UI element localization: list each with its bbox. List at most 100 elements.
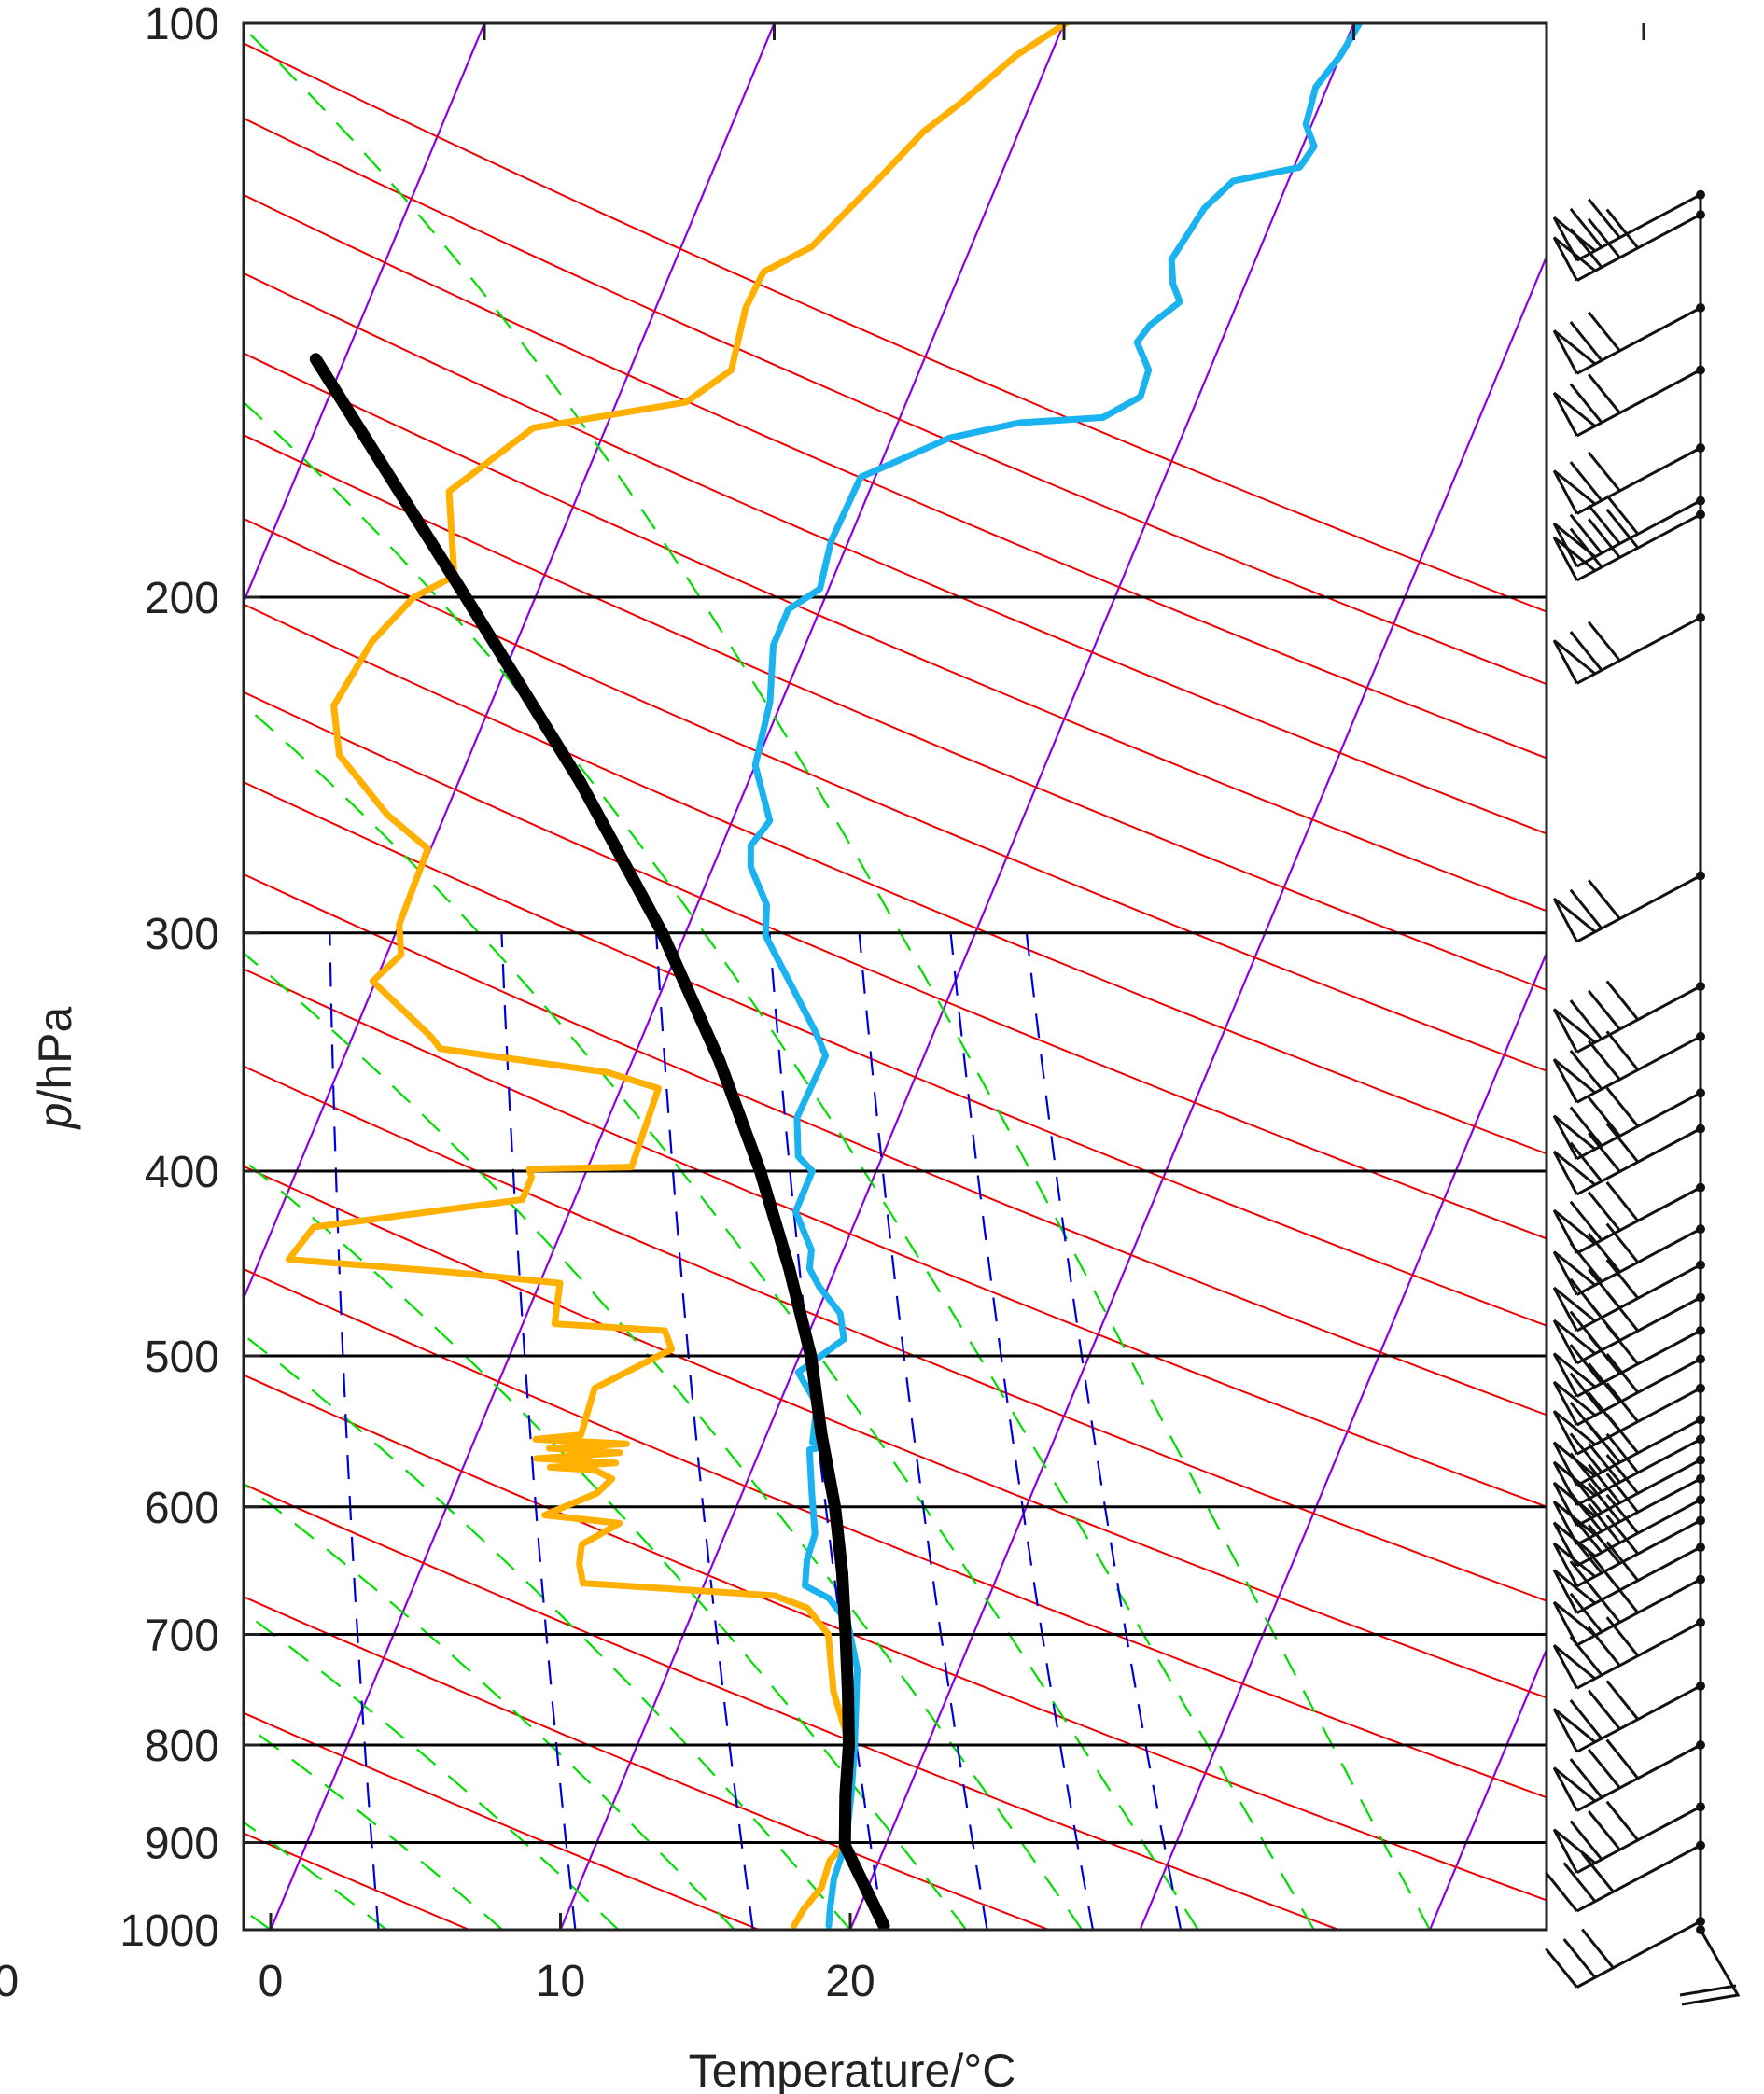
dry-adiabat-line xyxy=(244,1374,1547,1902)
wind-barb-feather xyxy=(1562,1862,1597,1903)
wind-barb-feather xyxy=(1569,1344,1603,1385)
x-tick-label: 10 xyxy=(536,1957,585,2006)
dry-adiabat-line xyxy=(244,1596,1052,1930)
wind-barb-feather xyxy=(1569,1592,1603,1633)
wind-barb-shaft xyxy=(1575,1227,1701,1296)
wind-barb-feather xyxy=(1588,1232,1621,1274)
wind-barb-feather xyxy=(1605,1514,1640,1556)
wind-barb-feather xyxy=(1569,631,1603,672)
wind-barb-feather xyxy=(1605,1123,1640,1164)
wind-barb-feather xyxy=(1588,1689,1621,1730)
wind-barb xyxy=(1552,1222,1705,1296)
wind-barb-shaft xyxy=(1575,1684,1701,1753)
wind-barb xyxy=(1552,1259,1705,1333)
y-tick-label: 100 xyxy=(145,0,219,49)
plot-frame xyxy=(242,21,1548,1932)
wind-barb-feather xyxy=(1605,1493,1640,1534)
wind-barb-shaft xyxy=(1575,213,1701,282)
wind-barb-feather xyxy=(1569,1310,1603,1351)
mixing-ratio-line xyxy=(949,932,1095,1930)
wind-barb-shaft xyxy=(1679,1929,1741,2006)
wind-barb-feather xyxy=(1569,1820,1603,1861)
wind-barb-feather xyxy=(1569,1432,1603,1473)
wind-barb-pennant xyxy=(1552,639,1596,685)
wind-barb-shaft xyxy=(1575,1417,1701,1487)
mixing-ratio-line xyxy=(500,932,577,1930)
moist-adiabat-line xyxy=(244,400,1315,1930)
wind-barb-pennant xyxy=(1552,1441,1596,1487)
wind-barb-feather xyxy=(1581,1852,1615,1893)
x-tick-label: −10 xyxy=(0,1957,19,2006)
wind-barb-pennant xyxy=(1552,1150,1596,1195)
dry-adiabat-line xyxy=(0,0,273,1970)
wind-barb-feather xyxy=(1562,1938,1597,1979)
mixing-ratio-line xyxy=(329,932,380,1930)
wind-barb-feather xyxy=(1588,1524,1621,1565)
parcel-path-line xyxy=(309,353,890,1930)
dry-adiabat-line xyxy=(244,691,1547,1240)
wind-barb-feather xyxy=(1569,207,1603,248)
dewpoint-profile xyxy=(747,23,1364,1930)
wind-barb xyxy=(1552,1382,1705,1456)
moist-adiabat-line xyxy=(244,1158,968,1930)
wind-barb-feather xyxy=(1588,373,1621,414)
wind-barb xyxy=(1552,365,1705,438)
wind-barb-pennant xyxy=(1552,1644,1596,1689)
dry-adiabat-line xyxy=(244,1065,1547,1602)
wind-barb xyxy=(1552,1738,1705,1812)
wind-barb-shaft xyxy=(1575,1329,1701,1398)
dry-adiabat-line xyxy=(244,193,1547,760)
wind-barb-feather xyxy=(1569,1698,1603,1740)
wind-barb-feather xyxy=(1588,217,1621,259)
wind-barb-profile xyxy=(1545,189,1741,2006)
wind-barb-feather xyxy=(1605,1432,1640,1474)
moist-adiabat-line xyxy=(0,23,39,1930)
wind-barb-shaft xyxy=(1575,1498,1701,1568)
wind-barb xyxy=(1552,1680,1705,1753)
wind-barb-feather xyxy=(1605,208,1640,249)
wind-barb xyxy=(1552,1353,1705,1427)
wind-barb-feather xyxy=(1588,504,1621,545)
dry-adiabat-line xyxy=(244,1832,472,1930)
wind-barb-feather xyxy=(1588,1443,1621,1484)
wind-barb-feather xyxy=(1569,1106,1603,1147)
wind-barb-pennant xyxy=(1552,329,1596,375)
wind-barb-feather xyxy=(1588,1463,1621,1504)
y-tick-label: 600 xyxy=(145,1484,219,1533)
wind-barb-feather xyxy=(1605,1086,1640,1127)
wind-barb-shaft xyxy=(1575,1477,1701,1546)
isotherm-line xyxy=(1703,0,1764,1970)
isotherm-line xyxy=(244,23,776,1302)
wind-barb-feather xyxy=(1569,461,1603,502)
wind-barb-shaft xyxy=(1575,1459,1701,1528)
wind-barb-shaft xyxy=(1575,1621,1701,1690)
wind-barb-feather xyxy=(1605,1800,1640,1841)
y-tick-label: 1000 xyxy=(119,1906,219,1956)
wind-barb-feather xyxy=(1605,508,1640,550)
wind-barb-pennant xyxy=(1552,1569,1596,1614)
wind-barb-shaft xyxy=(1575,1296,1701,1365)
wind-barb-feather xyxy=(1588,1191,1621,1232)
y-tick-label: 300 xyxy=(145,910,219,959)
wind-barb-shaft xyxy=(1575,1438,1701,1507)
wind-barb-shaft xyxy=(1575,1519,1701,1588)
wind-barb-shaft xyxy=(1575,1035,1701,1104)
wind-barb-shaft xyxy=(1575,193,1701,262)
mixing-ratio-line xyxy=(858,932,988,1930)
x-axis-title: Temperature/°C xyxy=(689,2045,1016,2094)
wind-barb xyxy=(1552,1181,1705,1255)
wind-barb-pennant xyxy=(1552,1766,1596,1812)
wind-barb-pennant xyxy=(1552,1521,1596,1567)
y-tick-label: 200 xyxy=(145,574,219,623)
wind-barb-feather xyxy=(1588,198,1621,239)
wind-barb-shaft xyxy=(1575,369,1701,438)
dry-adiabat-line xyxy=(244,781,1547,1327)
wind-barb-feather xyxy=(1569,1277,1603,1319)
wind-barb-feather xyxy=(1569,383,1603,424)
wind-barb-pennant xyxy=(1552,1319,1596,1364)
wind-barb xyxy=(1552,1413,1705,1487)
wind-barb-feather xyxy=(1569,1141,1603,1182)
wind-barb-pennant xyxy=(1552,1600,1596,1646)
wind-barb-feather xyxy=(1588,1096,1621,1138)
